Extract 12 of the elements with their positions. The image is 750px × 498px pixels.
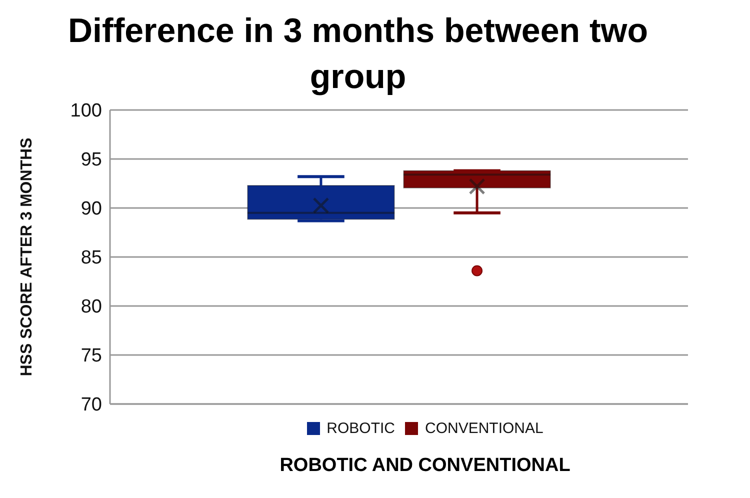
y-tick-label: 100 <box>70 100 102 122</box>
y-tick-label: 95 <box>80 150 102 171</box>
y-tick-label: 70 <box>80 394 102 416</box>
y-axis-title: HSS SCORE AFTER 3 MONTHS <box>18 137 36 376</box>
y-tick-label: 85 <box>80 248 102 269</box>
legend-label: ROBOTIC <box>326 420 395 437</box>
chart-title: Difference in 3 months between two group <box>67 11 649 98</box>
y-tick-label: 80 <box>80 296 102 318</box>
x-axis-title: ROBOTIC AND CONVENTIONAL <box>278 455 572 477</box>
legend-label: CONVENTIONAL <box>424 420 544 437</box>
y-tick-label: 90 <box>80 198 102 220</box>
y-tick-label: 75 <box>80 346 102 367</box>
